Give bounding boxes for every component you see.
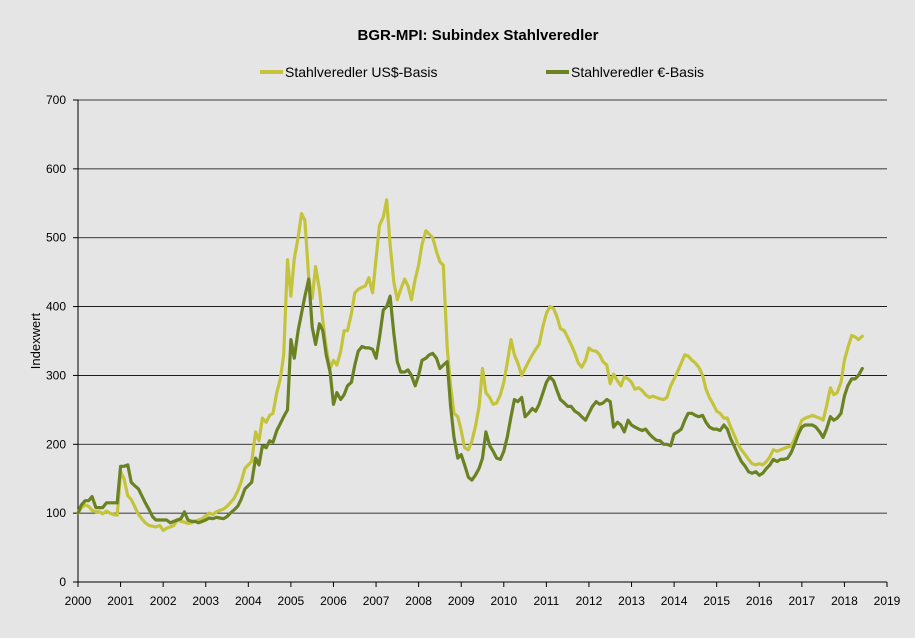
y-tick-label: 200 xyxy=(46,437,66,451)
x-tick-label: 2017 xyxy=(788,594,815,608)
x-tick-label: 2011 xyxy=(533,594,559,608)
y-tick-label: 700 xyxy=(46,93,66,107)
y-tick-labels: 0 100 200 300 400 500 600 700 xyxy=(46,93,66,589)
x-tick-label: 2003 xyxy=(192,594,219,608)
x-tick-label: 2014 xyxy=(661,594,688,608)
series-line-eur xyxy=(76,277,864,525)
x-tick-label: 2019 xyxy=(874,594,901,608)
x-tick-label: 2006 xyxy=(320,594,347,608)
x-tick-label: 2016 xyxy=(746,594,773,608)
x-tick-label: 2005 xyxy=(278,594,305,608)
x-tick-label: 2013 xyxy=(618,594,645,608)
x-tick-label: 2002 xyxy=(150,594,177,608)
x-tick-label: 2012 xyxy=(576,594,603,608)
x-tick-labels: 2000 2001 2002 2003 2004 2005 2006 2007 2008 2009… xyxy=(65,594,901,608)
legend-label-eur: Stahlveredler €-Basis xyxy=(571,64,704,80)
x-tick-label: 2009 xyxy=(448,594,475,608)
x-tick-label: 2000 xyxy=(65,594,92,608)
series-line-usd xyxy=(76,198,864,533)
x-tick-label: 2010 xyxy=(490,594,517,608)
y-tick-label: 600 xyxy=(46,162,66,176)
x-tick-label: 2001 xyxy=(107,594,134,608)
x-tick-label: 2004 xyxy=(235,594,262,608)
legend: Stahlveredler US$-Basis Stahlveredler €-… xyxy=(260,64,704,80)
x-tick-label: 2007 xyxy=(363,594,390,608)
y-tick-label: 300 xyxy=(46,368,66,382)
x-tick-label: 2008 xyxy=(405,594,432,608)
series-lines xyxy=(76,198,864,533)
chart-title: BGR-MPI: Subindex Stahlveredler xyxy=(358,27,599,44)
y-tick-label: 500 xyxy=(46,231,66,245)
y-axis-title: Indexwert xyxy=(28,312,43,369)
y-tick-label: 400 xyxy=(46,300,66,314)
axes xyxy=(73,99,888,587)
y-tick-label: 100 xyxy=(46,506,66,520)
x-tick-label: 2018 xyxy=(831,594,858,608)
x-tick-label: 2015 xyxy=(703,594,730,608)
legend-label-usd: Stahlveredler US$-Basis xyxy=(285,64,438,80)
y-tick-label: 0 xyxy=(59,575,66,589)
